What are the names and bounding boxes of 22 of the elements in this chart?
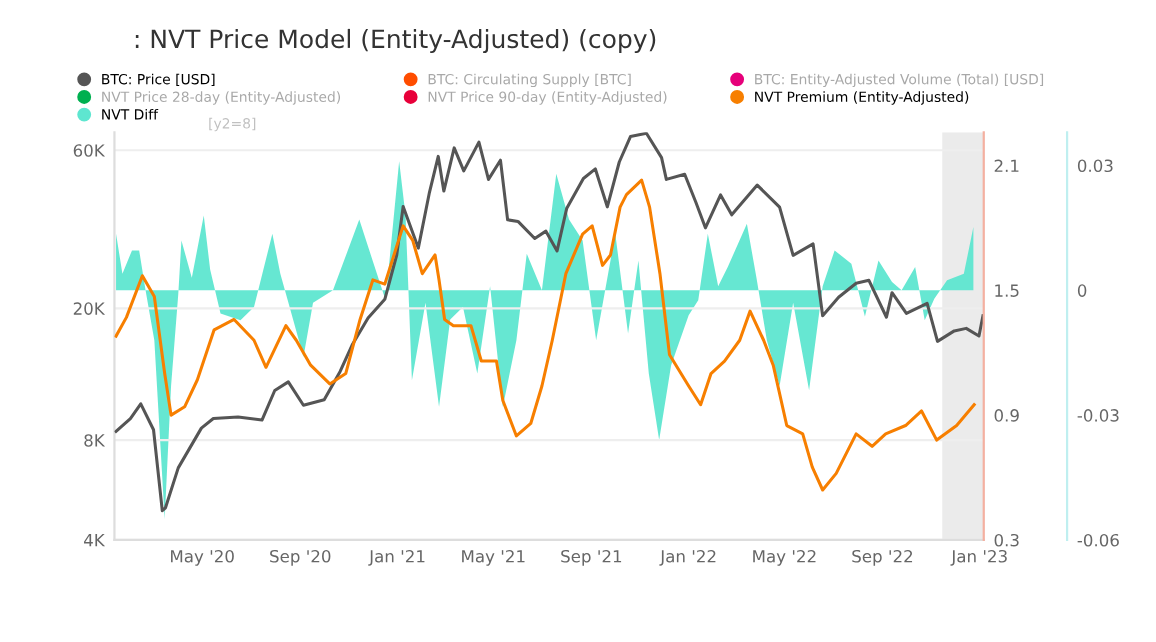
x-tick-label: Sep '20 — [270, 549, 331, 566]
y3-tick-label: 0 — [1077, 284, 1087, 297]
x-tick-label: Jan '21 — [368, 549, 425, 566]
y-tick-label: 60K — [73, 144, 106, 157]
x-tick-label: Sep '22 — [852, 549, 913, 566]
y3-tick-label: -0.06 — [1077, 533, 1119, 547]
y2-tick-label: 2.1 — [994, 159, 1019, 172]
x-tick-label: Sep '21 — [561, 549, 622, 566]
y2-tick-label: 0.9 — [994, 409, 1019, 422]
y2-tick-label: 1.5 — [995, 284, 1019, 297]
x-tick-label: May '22 — [753, 549, 816, 566]
x-tick-label: May '20 — [171, 549, 234, 566]
chart-title: : NVT Price Model (Entity-Adjusted) (copy) — [135, 28, 656, 54]
y-tick-label: 4K — [84, 534, 106, 547]
x-tick-label: Jan '22 — [659, 549, 716, 566]
x-tick-label: Jan '23 — [950, 549, 1007, 566]
x-tick-label: May '21 — [462, 549, 525, 566]
y-tick-label: 8K — [84, 434, 106, 447]
y-tick-label: 20K — [73, 302, 106, 315]
y3-tick-label: 0.03 — [1077, 159, 1113, 173]
y2-tick-label: 0.3 — [994, 533, 1019, 547]
y3-tick-label: -0.03 — [1077, 409, 1119, 422]
